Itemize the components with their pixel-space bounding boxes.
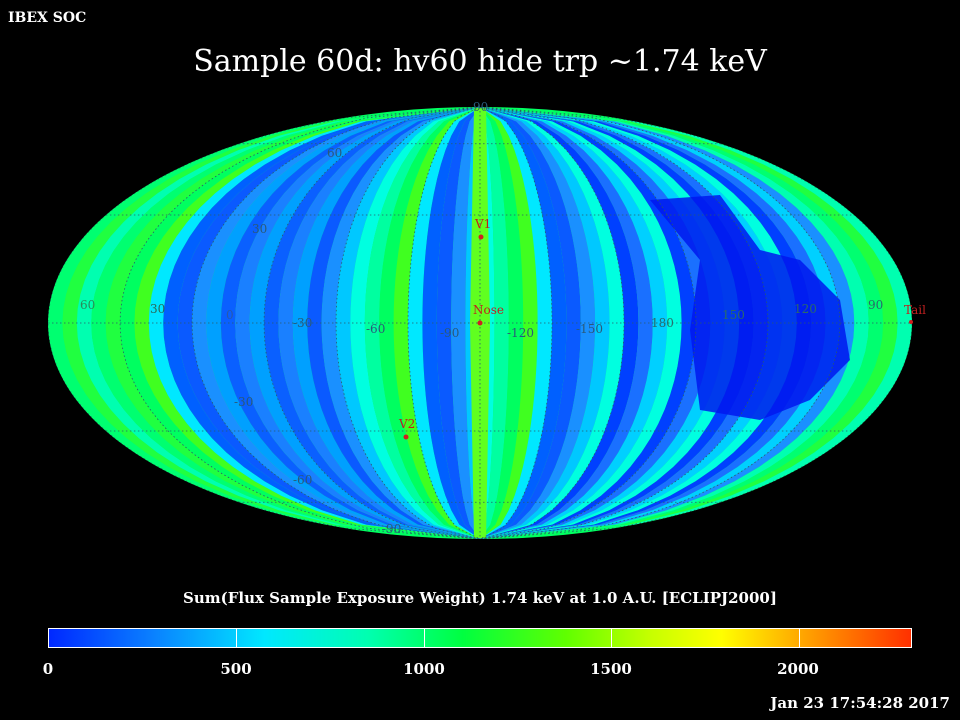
marker-v1: V1 <box>474 217 491 240</box>
lon-label: 90 <box>868 298 883 312</box>
colorbar-tick-label: 0 <box>42 660 54 678</box>
colorbar-tick-label: 1500 <box>590 660 632 678</box>
svg-text:Tail: Tail <box>904 303 926 317</box>
colorbar-divider <box>611 628 612 648</box>
marker-nose: Nose <box>473 303 504 326</box>
svg-text:V2: V2 <box>398 417 415 431</box>
svg-text:V1: V1 <box>474 217 491 231</box>
flux-strip <box>379 107 480 539</box>
meridian-line <box>479 107 912 539</box>
flux-strip <box>480 107 509 539</box>
lon-label: 30 <box>150 302 165 316</box>
colorbar-tick-label: 1000 <box>403 660 445 678</box>
lon-label: -150 <box>576 322 603 336</box>
meridian-line <box>263 107 481 539</box>
lat-label: 60 <box>327 146 342 160</box>
colorbar-divider <box>424 628 425 648</box>
lon-label: 60 <box>80 298 95 312</box>
lat-label: -90 <box>382 522 401 536</box>
colorbar-tick-label: 2000 <box>777 660 819 678</box>
meridian-line <box>479 107 841 539</box>
svg-text:Nose: Nose <box>473 303 504 317</box>
lat-label: -60 <box>293 473 312 487</box>
lat-label: 30 <box>252 222 267 236</box>
lon-label: 120 <box>794 302 817 316</box>
timestamp: Jan 23 17:54:28 2017 <box>770 694 950 712</box>
lon-label: 0 <box>226 308 234 322</box>
meridian-line <box>48 107 481 539</box>
lon-label: -120 <box>507 326 534 340</box>
colorbar-divider <box>236 628 237 648</box>
lat-label: -30 <box>234 395 253 409</box>
lon-label: -60 <box>366 322 385 336</box>
meridian-line <box>479 107 769 539</box>
colorbar <box>48 628 912 648</box>
meridian-line <box>119 107 481 539</box>
colorbar-tick-label: 500 <box>220 660 252 678</box>
lon-label: 180 <box>651 316 674 330</box>
source-label: IBEX SOC <box>8 10 87 26</box>
colorbar-caption: Sum(Flux Sample Exposure Weight) 1.74 ke… <box>183 589 777 607</box>
low-flux-region <box>650 195 850 420</box>
meridian-line <box>479 107 697 539</box>
marker-tail: Tail <box>904 303 926 324</box>
marker-v2: V2 <box>398 417 415 440</box>
lon-label: -90 <box>440 326 459 340</box>
lat-label: 90 <box>473 100 488 114</box>
colorbar-divider <box>799 628 800 648</box>
flux-strip <box>480 107 524 539</box>
map-title: Sample 60d: hv60 hide trp ~1.74 keV <box>193 44 767 79</box>
flux-strip <box>480 107 581 539</box>
lon-label: -30 <box>293 316 312 330</box>
meridian-line <box>191 107 481 539</box>
flux-strip <box>436 107 480 539</box>
lon-label: 150 <box>722 308 745 322</box>
flux-strip <box>422 107 480 539</box>
flux-strip <box>480 107 567 539</box>
